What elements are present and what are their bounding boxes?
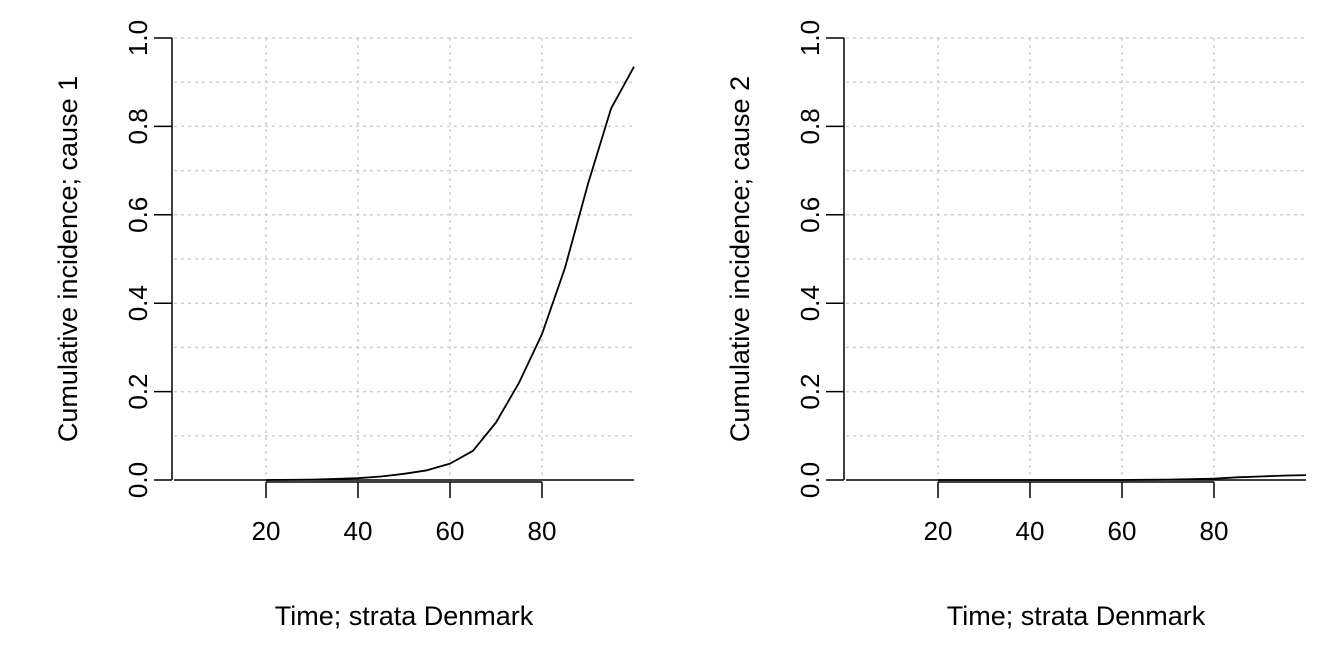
y-tick-label: 0.0: [795, 462, 825, 498]
x-tick-label: 60: [1108, 516, 1137, 546]
y-axis: 0.0 0.2 0.4 0.6 0.8 1.0: [795, 20, 845, 498]
y-axis-label: Cumulative incidence; cause 1: [53, 76, 83, 442]
y-tick-label: 0.4: [123, 285, 153, 321]
x-tick-label: 80: [1200, 516, 1229, 546]
y-axis-label: Cumulative incidence; cause 2: [725, 76, 755, 442]
y-tick-label: 0.0: [123, 462, 153, 498]
x-axis-label: Time; strata Denmark: [947, 601, 1206, 631]
y-tick-label: 0.2: [795, 374, 825, 410]
x-tick-label: 40: [1016, 516, 1045, 546]
series-line: [265, 66, 635, 481]
y-tick-label: 0.2: [123, 374, 153, 410]
grid: [174, 37, 634, 480]
y-tick-label: 0.4: [795, 285, 825, 321]
grid: [846, 37, 1306, 480]
x-tick-label: 60: [436, 516, 465, 546]
x-tick-label: 40: [344, 516, 373, 546]
x-axis-label: Time; strata Denmark: [275, 601, 534, 631]
y-tick-label: 0.8: [123, 108, 153, 144]
panel-cause-1: 0.0 0.2 0.4 0.6 0.8 1.0 20 40 60 80 Time; strata D…: [53, 20, 635, 631]
y-tick-label: 0.6: [795, 197, 825, 233]
y-axis: 0.0 0.2 0.4 0.6 0.8 1.0: [123, 20, 173, 498]
x-axis: 20 40 60 80: [924, 481, 1229, 546]
y-tick-label: 0.6: [123, 197, 153, 233]
y-tick-label: 0.8: [795, 108, 825, 144]
y-tick-label: 1.0: [123, 20, 153, 56]
x-tick-label: 20: [924, 516, 953, 546]
series-line: [938, 474, 1307, 481]
x-tick-label: 80: [528, 516, 557, 546]
panel-cause-2: 0.0 0.2 0.4 0.6 0.8 1.0 20 40 60 80 Time; strata D…: [725, 20, 1307, 631]
x-axis: 20 40 60 80: [252, 481, 557, 546]
y-tick-label: 1.0: [795, 20, 825, 56]
x-tick-label: 20: [252, 516, 281, 546]
